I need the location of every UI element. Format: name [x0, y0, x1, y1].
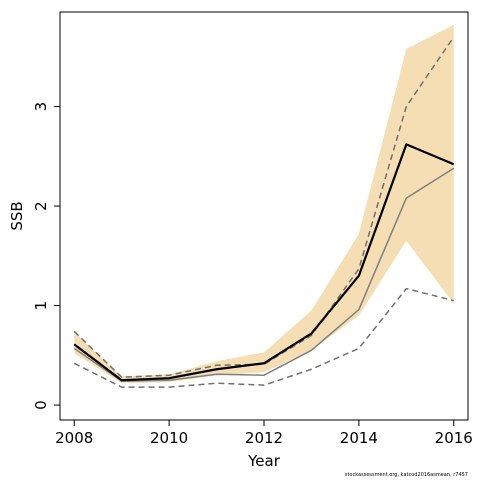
series-line-solid-gray [73, 167, 455, 382]
series-line-dashed-lower [73, 287, 454, 388]
x-tick-label-2016: 2016 [435, 429, 473, 447]
plot-frame [59, 11, 469, 421]
y-tick-label-0: 0 [32, 400, 50, 410]
series-line-dashed-upper [73, 36, 455, 378]
y-axis-label: SSB [8, 201, 26, 230]
y-tick-label-2: 2 [32, 201, 50, 211]
x-tick-label-2008: 2008 [55, 429, 93, 447]
footnote: stockassessment.org, katcod2016asmean, r… [344, 472, 468, 478]
series-line-solid-black [73, 143, 455, 382]
x-tick-label-2010: 2010 [150, 429, 188, 447]
x-axis-label: Year [247, 452, 281, 470]
y-tick-label-3: 3 [32, 102, 50, 112]
x-tick-label-2014: 2014 [340, 429, 378, 447]
confidence-band [74, 24, 454, 384]
x-tick-label-2012: 2012 [245, 429, 283, 447]
y-tick-label-1: 1 [32, 301, 50, 311]
